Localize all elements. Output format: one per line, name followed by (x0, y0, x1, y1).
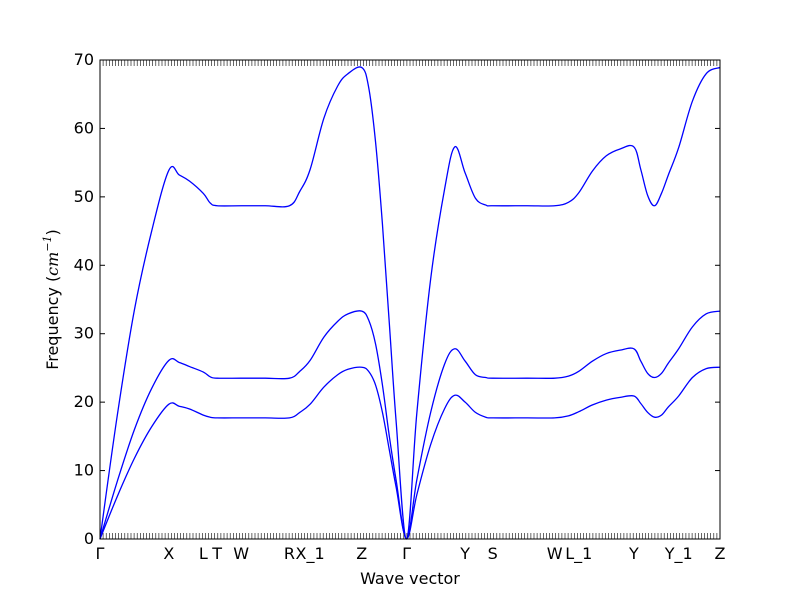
y-tick-label: 10 (74, 461, 94, 480)
y-axis-label-unit: cm (43, 252, 62, 276)
x-tick-label: S (488, 544, 498, 563)
band-line-3 (99, 66, 721, 540)
x-tick-label: Γ (96, 544, 105, 563)
x-tick-label: X (163, 544, 174, 563)
x-axis-label: Wave vector (360, 569, 460, 588)
ticks-layer (99, 59, 721, 540)
x-tick-label: W (547, 544, 563, 563)
plot-frame (99, 59, 721, 540)
y-tick-label: 30 (74, 324, 94, 343)
band-line-2 (99, 310, 721, 540)
x-tick-label: Y (459, 544, 470, 563)
x-tick-label: Γ (402, 544, 411, 563)
x-tick-label: L (199, 544, 208, 563)
x-tick-label: Y_1 (664, 544, 693, 564)
x-tick-label: L_1 (565, 544, 592, 564)
x-tick-label: Z (715, 544, 726, 563)
y-tick-label: 70 (74, 50, 94, 69)
y-axis-label-prefix: Frequency ( (43, 276, 62, 370)
x-tick-label: W (233, 544, 249, 563)
x-tick-label: T (211, 544, 222, 563)
band-line-1 (99, 366, 721, 540)
y-tick-label: 0 (84, 529, 94, 548)
y-tick-label: 60 (74, 118, 94, 137)
x-tick-label: R (284, 544, 295, 563)
y-axis-label: Frequency (cm−1) (41, 229, 62, 370)
x-tick-label: Y (628, 544, 639, 563)
x-tick-label: X_1 (296, 544, 325, 564)
series-layer (99, 66, 721, 540)
y-tick-label: 50 (74, 187, 94, 206)
y-tick-label: 40 (74, 255, 94, 274)
x-tick-label: Z (356, 544, 367, 563)
y-tick-label: 20 (74, 392, 94, 411)
y-axis-label-suffix: ) (43, 229, 62, 235)
y-axis-label-exponent: −1 (41, 235, 54, 251)
